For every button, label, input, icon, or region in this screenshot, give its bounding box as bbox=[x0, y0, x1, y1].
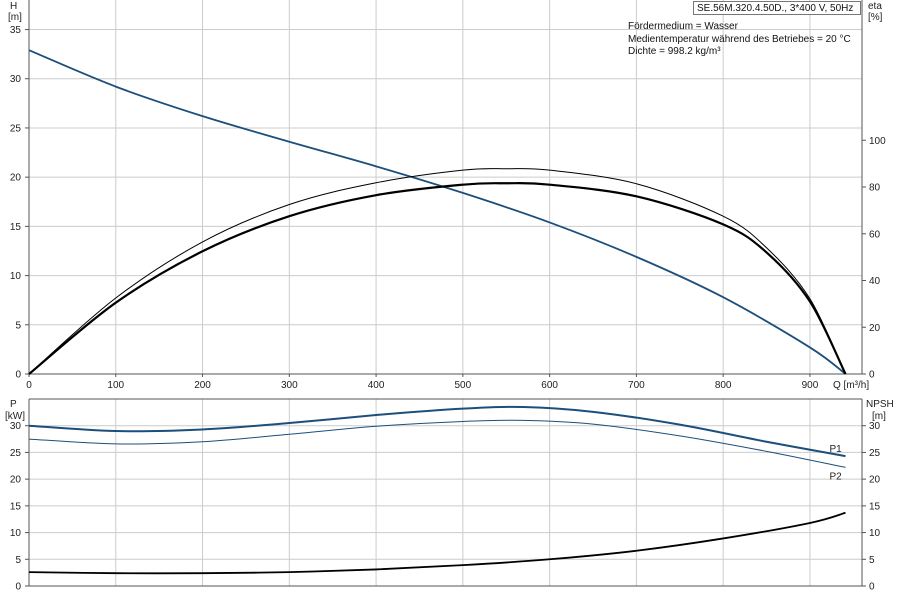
p2-series-label: P2 bbox=[830, 471, 843, 482]
x-tick-label: 800 bbox=[715, 380, 732, 391]
y-left-tick-label: 20 bbox=[10, 173, 22, 184]
power-p1-line bbox=[28, 405, 846, 458]
y-right-axis-label: eta bbox=[868, 1, 882, 12]
y-left-tick-label: 10 bbox=[10, 528, 22, 539]
y-right-tick-label: 15 bbox=[869, 501, 881, 512]
y-left-tick-label: 5 bbox=[15, 320, 21, 331]
y-right-axis-unit: [m] bbox=[872, 411, 886, 422]
y-left-tick-label: 0 bbox=[15, 582, 21, 593]
x-tick-label: 900 bbox=[802, 380, 819, 391]
y-left-tick-label: 15 bbox=[10, 501, 22, 512]
x-tick-label: 200 bbox=[194, 380, 211, 391]
efficiency-curve-thin-line bbox=[28, 168, 846, 375]
y-left-tick-label: 20 bbox=[10, 475, 22, 486]
pump-title-box: SE.56M.320.4.50D., 3*400 V, 50Hz bbox=[693, 1, 861, 15]
x-tick-label: 600 bbox=[541, 380, 558, 391]
info-medium: Fördermedium = Wasser bbox=[628, 21, 738, 32]
y-right-tick-label: 40 bbox=[869, 276, 881, 287]
x-tick-label: 400 bbox=[368, 380, 385, 391]
y-right-tick-label: 10 bbox=[869, 528, 881, 539]
y-left-tick-label: 30 bbox=[10, 421, 22, 432]
y-left-axis-unit: [kW] bbox=[5, 411, 25, 422]
y-right-tick-label: 80 bbox=[869, 183, 881, 194]
y-left-tick-label: 10 bbox=[10, 271, 22, 282]
y-right-axis-unit: [%] bbox=[868, 12, 883, 23]
y-right-tick-label: 0 bbox=[869, 582, 875, 593]
x-axis-label: Q [m³/h] bbox=[833, 380, 869, 391]
x-tick-label: 100 bbox=[107, 380, 124, 391]
efficiency-curve-thick-line bbox=[28, 182, 847, 375]
pump-title: SE.56M.320.4.50D., 3*400 V, 50Hz bbox=[697, 3, 854, 14]
y-left-axis-unit: [m] bbox=[8, 12, 22, 23]
y-right-axis-label: NPSH bbox=[866, 399, 894, 410]
head-curve-line bbox=[28, 49, 847, 375]
y-right-tick-label: 100 bbox=[869, 136, 886, 147]
npsh-curve-line bbox=[28, 511, 846, 575]
y-left-tick-label: 35 bbox=[10, 25, 22, 36]
y-left-tick-label: 30 bbox=[10, 74, 22, 85]
y-right-tick-label: 30 bbox=[869, 421, 881, 432]
y-left-tick-label: 0 bbox=[15, 370, 21, 381]
power-p2-line bbox=[28, 419, 846, 468]
y-right-tick-label: 25 bbox=[869, 448, 881, 459]
y-left-tick-label: 25 bbox=[10, 123, 22, 134]
p1-series-label: P1 bbox=[830, 444, 843, 455]
x-tick-label: 700 bbox=[628, 380, 645, 391]
info-density: Dichte = 998.2 kg/m³ bbox=[628, 46, 721, 57]
y-right-tick-label: 60 bbox=[869, 229, 881, 240]
y-left-tick-label: 25 bbox=[10, 448, 22, 459]
y-right-tick-label: 20 bbox=[869, 475, 881, 486]
y-right-tick-label: 5 bbox=[869, 555, 875, 566]
x-tick-label: 500 bbox=[455, 380, 472, 391]
y-left-axis-label: H bbox=[10, 1, 17, 12]
info-temperature: Medientemperatur während des Betriebes =… bbox=[628, 34, 851, 45]
y-left-axis-label: P bbox=[10, 399, 17, 410]
x-tick-label: 0 bbox=[26, 380, 32, 391]
x-tick-label: 300 bbox=[281, 380, 298, 391]
y-right-tick-label: 20 bbox=[869, 323, 881, 334]
y-left-tick-label: 15 bbox=[10, 222, 22, 233]
y-left-tick-label: 5 bbox=[15, 555, 21, 566]
y-right-tick-label: 0 bbox=[869, 370, 875, 381]
